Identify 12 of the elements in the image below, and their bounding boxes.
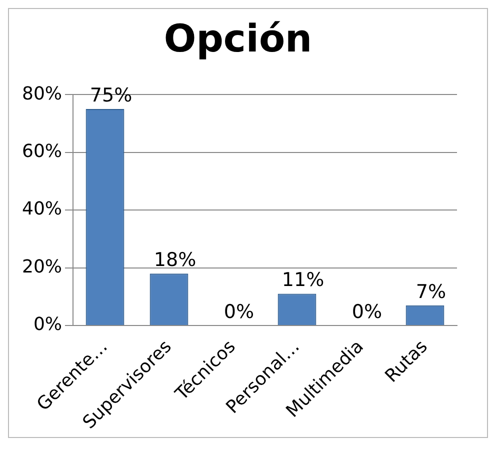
y-tick-label: 40% [22,198,62,220]
data-label: 75% [90,84,132,106]
data-label: 7% [416,280,446,303]
data-label: 0% [352,300,382,323]
y-tick-label: 80% [22,83,62,104]
data-label: 11% [282,269,324,292]
y-tick-label: 20% [22,256,62,278]
data-label: 18% [154,249,196,272]
y-tick-label: 0% [33,314,62,336]
data-label: 0% [224,300,254,323]
chart-title: Opción [164,16,312,61]
y-tick-label: 60% [22,141,62,162]
